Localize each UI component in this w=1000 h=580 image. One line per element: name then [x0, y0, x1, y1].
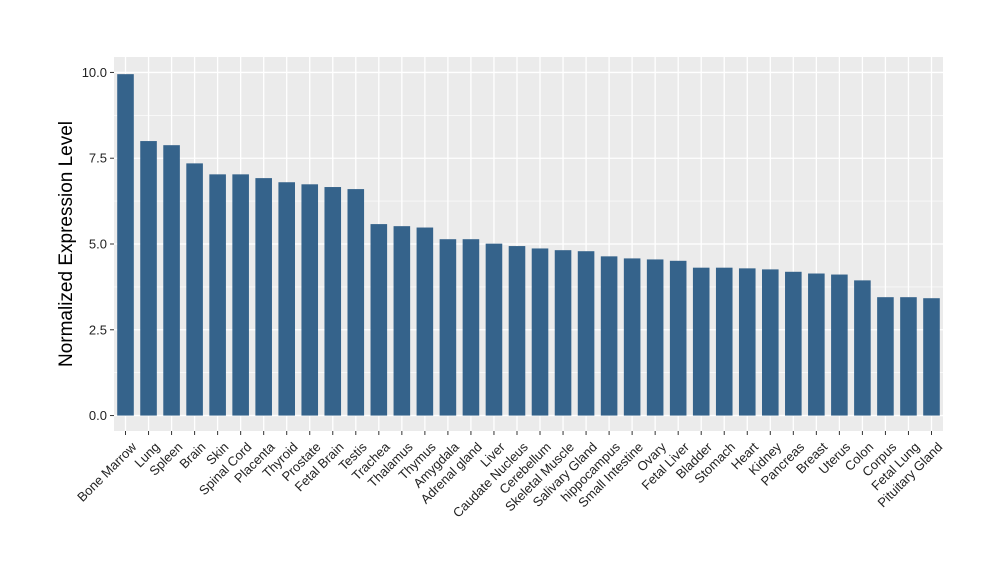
y-axis-label: Normalized Expression Level [56, 121, 77, 367]
bar [393, 226, 411, 416]
y-tick-label: 5.0 [89, 237, 107, 252]
bar [347, 189, 365, 416]
bar [439, 239, 457, 416]
bar [485, 243, 503, 416]
bar [669, 260, 687, 416]
bar [577, 251, 595, 416]
bar [462, 239, 480, 416]
bar [140, 141, 157, 416]
bar [600, 256, 618, 416]
bar [877, 297, 894, 416]
bar [324, 187, 342, 416]
y-tick-label: 0.0 [89, 408, 107, 423]
bar [692, 267, 710, 416]
bar [232, 174, 249, 416]
bar [531, 248, 549, 416]
bar [900, 297, 917, 416]
bar [163, 145, 180, 416]
x-tick-label: Bone Marrow [74, 439, 140, 505]
bar [854, 280, 871, 416]
bar [923, 298, 940, 416]
bar [831, 274, 848, 416]
bar [785, 271, 802, 416]
y-axis: 0.0 2.5 5.0 7.5 10.0 [82, 65, 114, 423]
bar [508, 246, 526, 416]
bar [623, 258, 641, 416]
bar [646, 259, 664, 416]
bar [117, 74, 134, 416]
bar [808, 273, 825, 416]
bar [715, 267, 733, 416]
bar [762, 269, 779, 416]
bar [554, 250, 572, 416]
bar [255, 178, 272, 416]
bar [301, 184, 319, 416]
bar [416, 227, 434, 416]
bar [186, 163, 203, 416]
y-tick-label: 2.5 [89, 322, 107, 337]
bar [209, 174, 226, 416]
bar [370, 224, 388, 416]
y-tick-label: 10.0 [82, 65, 107, 80]
y-tick-label: 7.5 [89, 151, 107, 166]
bar [738, 268, 756, 416]
bar [278, 182, 295, 416]
bars [117, 74, 940, 416]
